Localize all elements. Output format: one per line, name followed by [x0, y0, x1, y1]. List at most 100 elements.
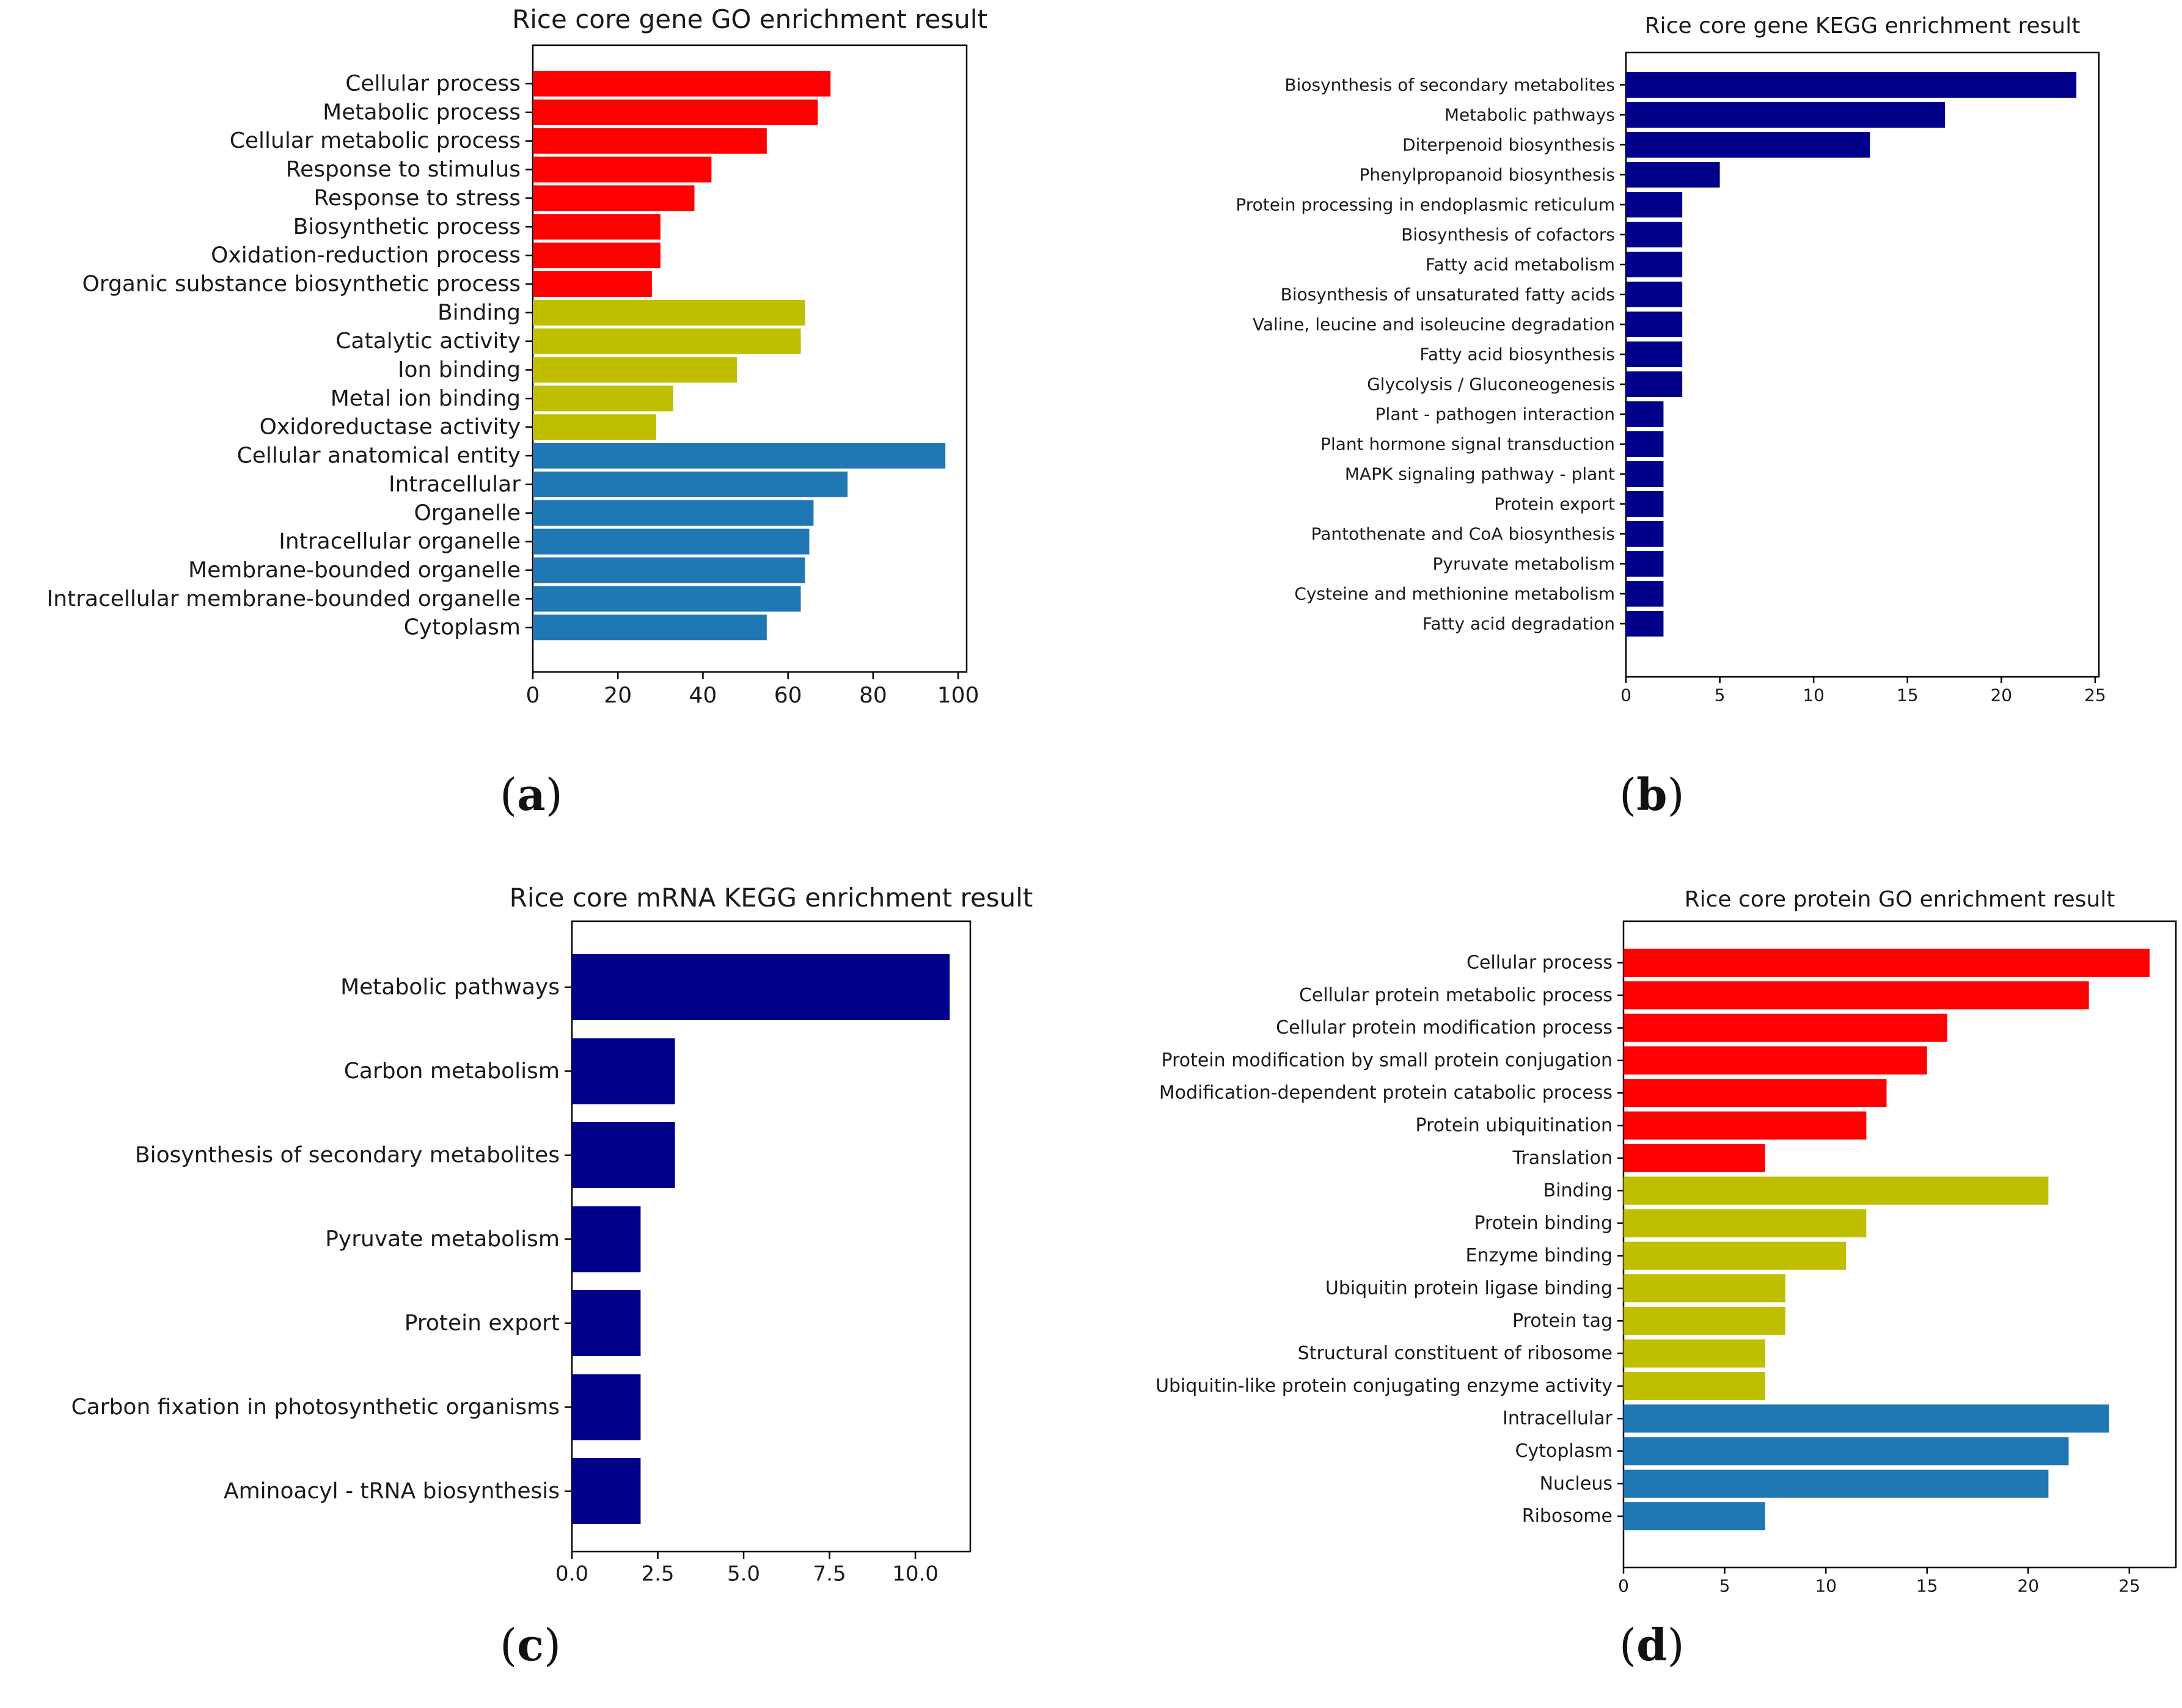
- bar: [572, 1290, 641, 1356]
- category-label: Cellular metabolic process: [230, 128, 521, 153]
- category-label: Modification-dependent protein catabolic…: [1159, 1082, 1613, 1104]
- category-label: Cysteine and methionine metabolism: [1294, 584, 1615, 604]
- bar: [1626, 162, 1720, 188]
- bar: [1624, 1046, 1927, 1075]
- x-tick-label: 5.0: [727, 1562, 760, 1586]
- category-label: Biosynthesis of secondary metabolites: [1284, 75, 1615, 95]
- bar: [1626, 461, 1664, 487]
- bar: [533, 471, 848, 497]
- category-label: Structural constituent of ribosome: [1298, 1343, 1613, 1364]
- category-label: Carbon fixation in photosynthetic organi…: [71, 1395, 560, 1420]
- chart-title-go-protein: Rice core protein GO enrichment result: [1685, 887, 2115, 912]
- category-label: Ubiquitin-like protein conjugating enzym…: [1155, 1375, 1613, 1396]
- bar: [1626, 192, 1683, 217]
- bar: [1624, 1307, 1785, 1335]
- bar: [1626, 222, 1683, 247]
- panel-letter-b: b: [1636, 768, 1668, 820]
- category-label: Translation: [1512, 1147, 1613, 1169]
- bar: [1624, 1013, 1947, 1042]
- category-label: Cellular anatomical entity: [237, 443, 521, 469]
- category-label: Metabolic process: [323, 100, 521, 125]
- bar: [533, 357, 738, 383]
- bar: [1624, 1404, 2109, 1433]
- category-label: Aminoacyl - tRNA biosynthesis: [224, 1479, 560, 1504]
- bar: [1626, 282, 1683, 307]
- category-label: Phenylpropanoid biosynthesis: [1359, 165, 1615, 185]
- x-tick-label: 20: [2017, 1575, 2039, 1596]
- x-tick-label: 2.5: [641, 1562, 674, 1586]
- panel-label-b: (b): [1619, 768, 1685, 820]
- bar: [533, 615, 767, 641]
- category-label: Protein export: [1494, 494, 1615, 514]
- category-label: Binding: [437, 300, 521, 325]
- x-tick-label: 0: [526, 683, 540, 708]
- category-label: Pantothenate and CoA biosynthesis: [1311, 524, 1615, 544]
- bar: [533, 71, 831, 97]
- bar: [1624, 1502, 1765, 1531]
- bar: [533, 557, 805, 583]
- category-label: Pyruvate metabolism: [1432, 554, 1615, 574]
- bar: [572, 1038, 675, 1104]
- chart-title-kegg-gene: Rice core gene KEGG enrichment result: [1645, 13, 2081, 38]
- bar: [572, 1374, 641, 1440]
- x-tick-label: 40: [689, 683, 717, 708]
- chart-title-go-gene: Rice core gene GO enrichment result: [512, 4, 987, 34]
- x-tick-label: 20: [1990, 685, 2012, 705]
- bar: [1624, 1371, 1765, 1400]
- x-tick-label: 100: [937, 683, 979, 708]
- bar: [533, 214, 661, 240]
- chart-go-protein: Rice core protein GO enrichment result Ce…: [1155, 887, 2177, 1596]
- bar: [1626, 312, 1683, 337]
- category-label: Oxidation-reduction process: [211, 243, 521, 268]
- x-tick-label: 5: [1719, 1575, 1730, 1596]
- bar: [1624, 949, 2150, 977]
- category-label: Valine, leucine and isoleucine degradati…: [1253, 315, 1615, 335]
- category-label: Plant - pathogen interaction: [1375, 404, 1615, 425]
- category-label: Oxidoreductase activity: [260, 415, 521, 440]
- category-label: Ubiquitin protein ligase binding: [1325, 1278, 1613, 1299]
- bar: [1624, 1469, 2049, 1498]
- x-tick-label: 0: [1618, 1575, 1629, 1596]
- category-label: Intracellular: [1503, 1408, 1613, 1429]
- bar: [533, 243, 661, 269]
- bar: [533, 185, 695, 211]
- category-label: Protein modification by small protein co…: [1162, 1049, 1613, 1071]
- bar: [533, 528, 810, 555]
- category-label: Glycolysis / Gluconeogenesis: [1367, 374, 1615, 395]
- bar: [1624, 1339, 1765, 1368]
- panel-letter-c: c: [517, 1619, 544, 1671]
- x-tick-label: 7.5: [813, 1562, 846, 1586]
- x-tick-label: 0: [1620, 685, 1631, 705]
- category-label: Protein export: [405, 1311, 560, 1336]
- category-label: Biosynthesis of cofactors: [1401, 225, 1615, 245]
- bar: [1626, 551, 1664, 577]
- bar: [1624, 1437, 2069, 1465]
- bar: [533, 586, 801, 612]
- bar: [1626, 252, 1683, 277]
- bar: [533, 414, 656, 440]
- chart-kegg-mrna: Rice core mRNA KEGG enrichment result Met…: [71, 883, 1033, 1586]
- bar: [1626, 491, 1664, 517]
- panel-label-d: (d): [1619, 1619, 1685, 1671]
- bar: [1626, 611, 1664, 637]
- bar: [1626, 431, 1664, 457]
- category-label: Cellular protein metabolic process: [1299, 985, 1613, 1006]
- category-label: Catalytic activity: [335, 329, 521, 354]
- panel-letter-d: d: [1636, 1619, 1668, 1671]
- bar: [572, 1206, 641, 1272]
- category-label: Metabolic pathways: [1444, 105, 1615, 125]
- bar: [572, 1122, 675, 1188]
- category-label: Metabolic pathways: [340, 975, 560, 1000]
- category-label: Ion binding: [398, 357, 521, 382]
- category-label: Biosynthetic process: [293, 214, 521, 239]
- bar: [1626, 581, 1664, 607]
- category-label: Carbon metabolism: [344, 1059, 560, 1084]
- bar: [1626, 341, 1683, 367]
- x-tick-label: 15: [1916, 1575, 1938, 1596]
- category-label: Intracellular organelle: [279, 529, 521, 554]
- category-label: Cellular process: [1466, 952, 1613, 974]
- category-label: Protein ubiquitination: [1416, 1115, 1613, 1136]
- bar: [1624, 1241, 1847, 1270]
- x-tick-label: 60: [774, 683, 802, 708]
- category-label: Fatty acid biosynthesis: [1419, 345, 1615, 365]
